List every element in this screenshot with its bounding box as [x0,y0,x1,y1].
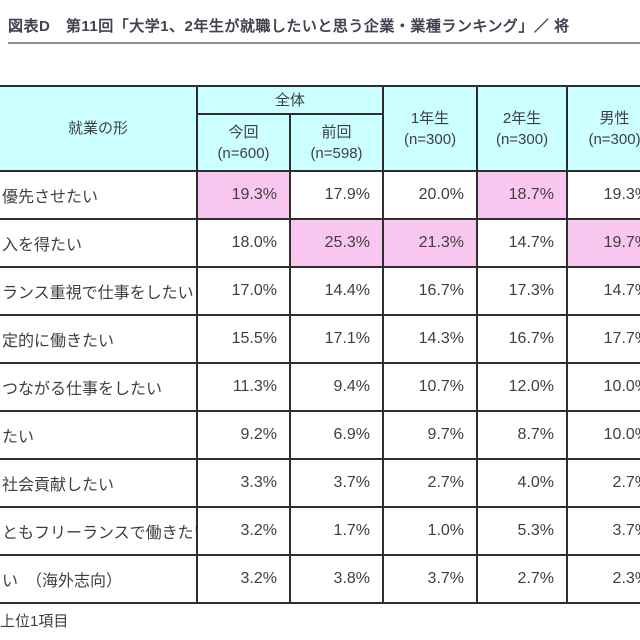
cell-year2: 8.7% [476,410,569,460]
cell-overall-previous: 17.1% [289,314,385,364]
cell-overall-current: 17.0% [196,266,291,316]
cell-overall-previous: 14.4% [289,266,385,316]
cell-year1: 2.7% [382,458,479,508]
header-group-overall: 全体 [195,85,385,115]
cell-overall-current: 3.3% [196,458,291,508]
cell-year2: 14.7% [476,218,569,268]
header-col-male-n: (n=300) [588,130,640,148]
row-label: 入を得たい [0,218,198,268]
row-label: い （海外志向） [0,554,198,604]
cell-overall-current: 15.5% [196,314,291,364]
cell-overall-previous: 17.9% [289,170,385,220]
cell-year2: 4.0% [476,458,569,508]
cell-year1: 14.3% [382,314,479,364]
row-label: 社会貢献したい [0,458,198,508]
cell-year1: 1.0% [382,506,479,556]
cell-year1: 20.0% [382,170,479,220]
cell-male: 14.7% [566,266,640,316]
cell-year1: 16.7% [382,266,479,316]
header-col-male-label: 男性 [599,109,630,127]
table-row: ともフリーランスで働きたい 3.2% 1.7% 1.0% 5.3% 3.7% [0,506,640,556]
cell-overall-current: 3.2% [196,506,291,556]
cell-overall-current: 18.0% [196,218,291,268]
ranking-table: 就業の形 全体 1年生 (n=300) 2年生 (n=300) 男性 (n=30… [0,85,640,604]
row-label: ともフリーランスで働きたい [0,506,198,556]
cell-overall-current: 19.3% [196,170,291,220]
cell-male: 10.0% [566,362,640,412]
table-row: ランス重視で仕事をしたい 17.0% 14.4% 16.7% 17.3% 14.… [0,266,640,316]
header-col-year2-label: 2年生 [502,109,542,127]
cell-overall-current: 9.2% [196,410,291,460]
table-row: い （海外志向） 3.2% 3.8% 3.7% 2.7% 2.3% [0,554,640,604]
cell-year1: 3.7% [382,554,479,604]
row-label: 優先させたい [0,170,198,220]
row-label: ランス重視で仕事をしたい [0,266,198,316]
row-label: つながる仕事をしたい [0,362,198,412]
cell-male: 2.7% [566,458,640,508]
cell-year2: 17.3% [476,266,569,316]
cell-overall-previous: 1.7% [289,506,385,556]
cell-overall-previous: 25.3% [289,218,385,268]
cell-male: 3.7% [566,506,640,556]
table-body: 優先させたい 19.3% 17.9% 20.0% 18.7% 19.3% 入を得… [0,170,640,604]
row-label: たい [0,410,198,460]
cell-year2: 5.3% [476,506,569,556]
header-col-year2: 2年生 (n=300) [476,85,569,172]
cell-male: 19.7% [566,218,640,268]
header-col-year1-label: 1年生 [410,109,450,127]
cell-year1: 10.7% [382,362,479,412]
cell-male: 2.3% [566,554,640,604]
header-col-current: 今回 (n=600) [196,113,291,172]
header-row-subcolumns: 今回 (n=600) 前回 (n=598) [0,113,640,172]
cell-male: 17.7% [566,314,640,364]
cell-overall-current: 11.3% [196,362,291,412]
cell-year1: 9.7% [382,410,479,460]
table-row: 定的に働きたい 15.5% 17.1% 14.3% 16.7% 17.7% [0,314,640,364]
cell-overall-previous: 3.8% [289,554,385,604]
cell-year2: 18.7% [476,170,569,220]
cell-male: 19.3% [566,170,640,220]
header-col-year1-n: (n=300) [403,130,457,148]
table-row: つながる仕事をしたい 11.3% 9.4% 10.7% 12.0% 10.0% [0,362,640,412]
footnote: 上位1項目 [0,613,69,630]
table-row: 入を得たい 18.0% 25.3% 21.3% 14.7% 19.7% [0,218,640,268]
header-col-male: 男性 (n=300) [566,85,640,172]
header-col-year1: 1年生 (n=300) [382,85,479,172]
row-label: 定的に働きたい [0,314,198,364]
cell-overall-previous: 3.7% [289,458,385,508]
header-col-current-n: (n=600) [217,144,270,162]
table-row: 優先させたい 19.3% 17.9% 20.0% 18.7% 19.3% [0,170,640,220]
header-col-current-label: 今回 [228,123,259,141]
table-row: 社会貢献したい 3.3% 3.7% 2.7% 4.0% 2.7% [0,458,640,508]
header-col-previous-n: (n=598) [310,144,363,162]
cell-overall-current: 3.2% [196,554,291,604]
cell-overall-previous: 6.9% [289,410,385,460]
cell-male: 10.0% [566,410,640,460]
cell-overall-previous: 9.4% [289,362,385,412]
header-row-label: 就業の形 [0,85,198,172]
header-col-year2-n: (n=300) [495,130,549,148]
cell-year2: 2.7% [476,554,569,604]
header-row-groups: 就業の形 全体 1年生 (n=300) 2年生 (n=300) 男性 (n=30… [0,85,640,172]
header-col-previous: 前回 (n=598) [289,113,385,172]
cell-year2: 16.7% [476,314,569,364]
cell-year1: 21.3% [382,218,479,268]
header-col-previous-label: 前回 [321,123,352,141]
table-row: たい 9.2% 6.9% 9.7% 8.7% 10.0% [0,410,640,460]
table-header: 就業の形 全体 1年生 (n=300) 2年生 (n=300) 男性 (n=30… [0,85,640,172]
figure-title: 図表D 第11回「大学1、2年生が就職したいと思う企業・業種ランキング」／ 将 [8,15,640,44]
cell-year2: 12.0% [476,362,569,412]
